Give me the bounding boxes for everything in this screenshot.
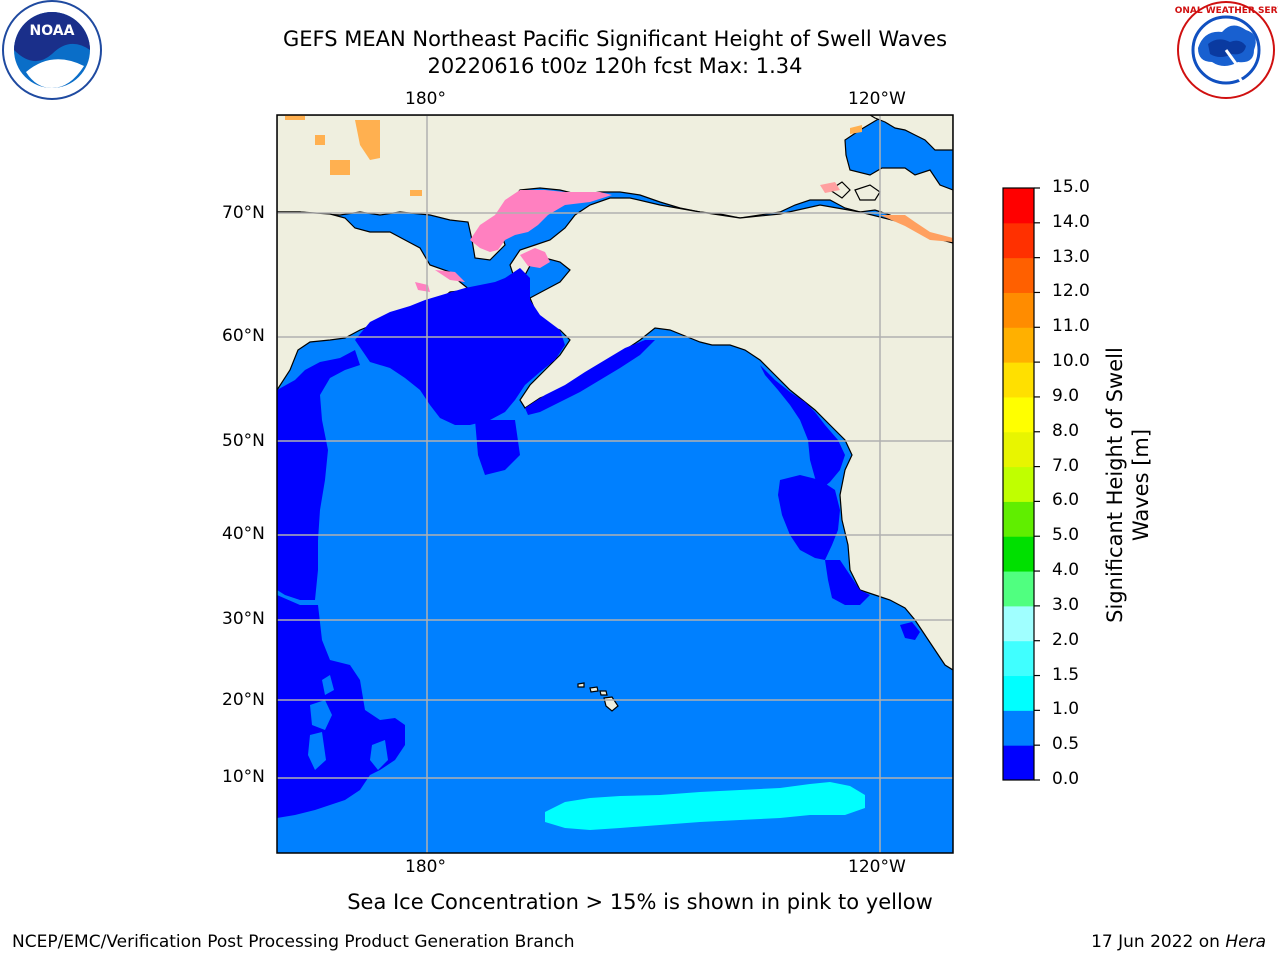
colorbar-tick-label: 9.0 bbox=[1052, 385, 1080, 406]
colorbar-tick-label: 14.0 bbox=[1052, 211, 1090, 232]
colorbar-tick-label: 6.0 bbox=[1052, 490, 1080, 511]
colorbar-tick-label: 11.0 bbox=[1052, 316, 1090, 337]
footer-host: Hera bbox=[1225, 932, 1266, 952]
footer-credit: NCEP/EMC/Verification Post Processing Pr… bbox=[12, 932, 575, 952]
colorbar-segment bbox=[1003, 745, 1034, 781]
high-swell-area bbox=[545, 782, 865, 830]
colorbar-tick-label: 1.0 bbox=[1052, 699, 1080, 720]
footer-date-text: 17 Jun 2022 on bbox=[1091, 932, 1226, 952]
lon-label-top-180: 180° bbox=[405, 89, 446, 109]
colorbar-tick-label: 2.0 bbox=[1052, 629, 1080, 650]
lon-label-top-120w: 120°W bbox=[848, 89, 906, 109]
colorbar-segment bbox=[1003, 536, 1034, 572]
nws-logo-text: NATIONAL WEATHER SERVICE bbox=[1174, 6, 1278, 16]
lon-label-bottom-180: 180° bbox=[405, 857, 446, 877]
colorbar-segment bbox=[1003, 431, 1034, 468]
lat-label-50n: 50°N bbox=[222, 431, 265, 451]
colorbar-tick-label: 12.0 bbox=[1052, 281, 1090, 302]
chart-title: GEFS MEAN Northeast Pacific Significant … bbox=[282, 27, 948, 51]
lat-label-10n: 10°N bbox=[222, 767, 265, 787]
sea-ice-areas bbox=[285, 115, 953, 292]
noaa-logo-icon: NOAA bbox=[2, 0, 102, 100]
colorbar-tick-label: 13.0 bbox=[1052, 246, 1090, 267]
lat-label-30n: 30°N bbox=[222, 609, 265, 629]
lat-label-40n: 40°N bbox=[222, 524, 265, 544]
colorbar-tick-label: 4.0 bbox=[1052, 560, 1080, 581]
colorbar-tick-label: 3.0 bbox=[1052, 594, 1080, 615]
colorbar-tick-label: 7.0 bbox=[1052, 455, 1080, 476]
colorbar-segment bbox=[1003, 222, 1034, 259]
colorbar-title: Significant Height of Swell Waves [m] bbox=[1103, 347, 1153, 623]
colorbar-segment bbox=[1003, 710, 1034, 746]
colorbar-segment bbox=[1003, 605, 1034, 642]
colorbar-segment bbox=[1003, 675, 1034, 711]
lon-label-bottom-120w: 120°W bbox=[848, 857, 906, 877]
mid-swell-pockets bbox=[308, 675, 388, 770]
lat-label-60n: 60°N bbox=[222, 326, 265, 346]
colorbar-segment bbox=[1003, 362, 1034, 398]
colorbar-tick-label: 10.0 bbox=[1052, 351, 1090, 372]
lat-label-20n: 20°N bbox=[222, 690, 265, 710]
colorbar-segment bbox=[1003, 292, 1034, 328]
colorbar-segment bbox=[1003, 327, 1034, 363]
gridlines bbox=[277, 115, 953, 853]
colorbar-segment bbox=[1003, 188, 1034, 224]
colorbar bbox=[1003, 188, 1034, 781]
colorbar-tick-label: 1.5 bbox=[1052, 664, 1080, 685]
colorbar-segment bbox=[1003, 571, 1034, 607]
footer-date: 17 Jun 2022 on Hera bbox=[1091, 932, 1266, 952]
colorbar-tick-label: 5.0 bbox=[1052, 525, 1080, 546]
colorbar-tick-label: 8.0 bbox=[1052, 420, 1080, 441]
sea-ice-caption: Sea Ice Concentration > 15% is shown in … bbox=[347, 890, 933, 914]
colorbar-segment bbox=[1003, 640, 1034, 677]
map-frame bbox=[276, 114, 954, 854]
noaa-logo-text: NOAA bbox=[30, 23, 75, 39]
colorbar-segment bbox=[1003, 466, 1034, 502]
map-area bbox=[277, 115, 953, 853]
nws-logo-icon: NATIONAL WEATHER SERVICE bbox=[1174, 1, 1278, 99]
colorbar-tick-label: 15.0 bbox=[1052, 177, 1090, 197]
colorbar-tick-label: 0.0 bbox=[1052, 769, 1080, 789]
colorbar-segment bbox=[1003, 501, 1034, 537]
colorbar-tick-label: 0.5 bbox=[1052, 734, 1080, 755]
colorbar-segment bbox=[1003, 396, 1034, 433]
lat-label-70n: 70°N bbox=[222, 203, 265, 223]
colorbar-segment bbox=[1003, 257, 1034, 293]
chart-subtitle: 20220616 t00z 120h fcst Max: 1.34 bbox=[427, 54, 803, 78]
colorbar-frame bbox=[1002, 187, 1035, 781]
